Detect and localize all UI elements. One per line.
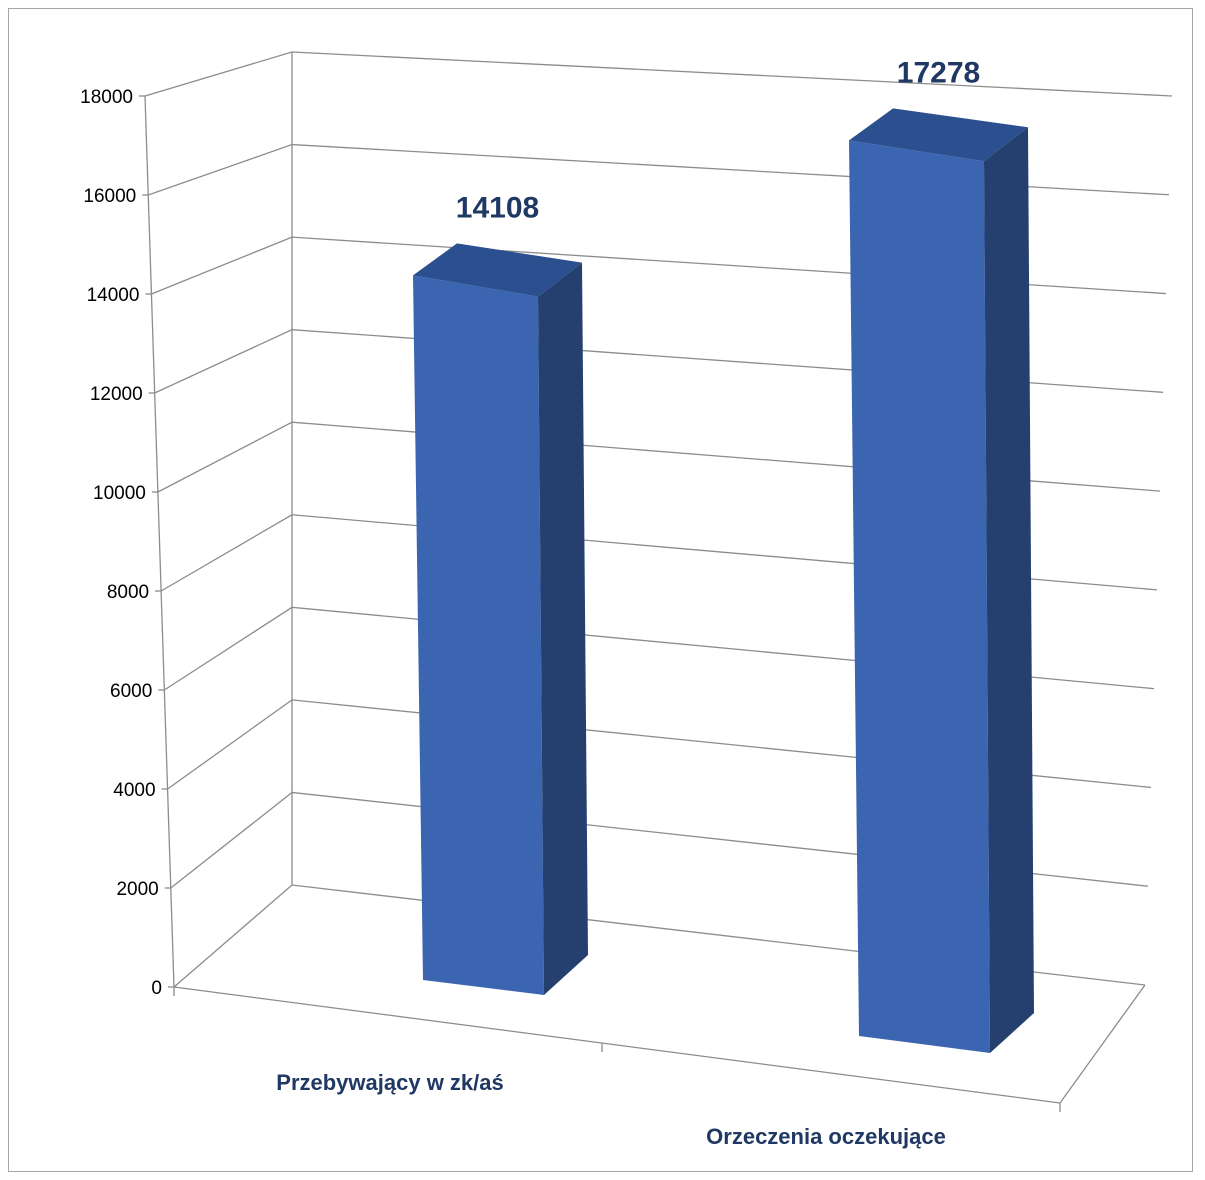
y-axis-ticks: 0 2000 4000 6000 8000 10000 12000 14000 16000 180… (80, 87, 174, 999)
y-tick-label: 10000 (93, 483, 146, 504)
y-tick-label: 12000 (90, 384, 143, 405)
y-tick-label: 0 (151, 978, 162, 999)
data-label: 14108 (456, 191, 539, 224)
y-tick-label: 2000 (116, 879, 158, 900)
y-tick-label: 6000 (110, 681, 152, 702)
data-labels: 14108 17278 (456, 56, 980, 224)
axes (144, 52, 1146, 1112)
gridline (144, 51, 1173, 97)
x-category-label: Przebywający w zk/aś (276, 1070, 503, 1095)
y-tick-label: 16000 (83, 186, 136, 207)
y-tick-label: 18000 (80, 87, 133, 108)
x-category-label: Orzeczenia oczekujące (706, 1124, 946, 1149)
y-tick-label: 14000 (87, 285, 140, 306)
bar-top (413, 243, 582, 297)
y-axis-line (144, 95, 175, 988)
bar-top (849, 108, 1028, 162)
floor-right-edge (1059, 984, 1146, 1104)
x-axis-line (173, 986, 1061, 1104)
bar-front (413, 275, 544, 995)
y-tick-label: 4000 (113, 780, 155, 801)
bars (413, 108, 1034, 1054)
bar-front (849, 140, 990, 1054)
data-label: 17278 (897, 56, 980, 89)
y-tick-label: 8000 (107, 582, 149, 603)
bar-side (538, 262, 588, 995)
x-axis-categories: Przebywający w zk/aś Orzeczenia oczekując… (276, 1070, 946, 1149)
bar-side (984, 127, 1034, 1053)
